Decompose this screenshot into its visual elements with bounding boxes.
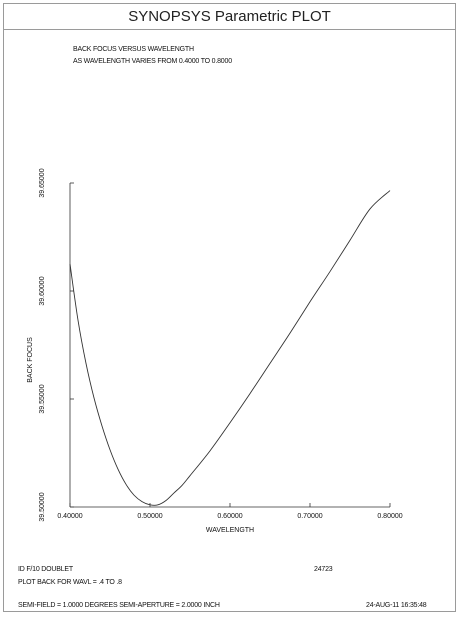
x-tick-label: 0.60000 [217,513,242,520]
semi-field-aperture-text: SEMI-FIELD = 1.0000 DEGREES SEMI-APERTUR… [18,602,220,609]
plot-description-text: PLOT BACK FOR WAVL = .4 TO .8 [18,579,122,586]
y-tick-label: 39.65000 [39,168,46,197]
plot-header-line1: BACK FOCUS VERSUS WAVELENGTH [73,46,194,53]
x-tick-label: 0.70000 [297,513,322,520]
x-tick-label: 0.80000 [377,513,402,520]
x-axis-label: WAVELENGTH [206,527,254,534]
plot-window: SYNOPSYS Parametric PLOT BACK FOCUS VERS… [3,3,456,612]
y-axis-label: BACK FOCUS [27,337,34,383]
x-tick-label: 0.50000 [137,513,162,520]
back-focus-curve [69,190,391,506]
x-tick-label: 0.40000 [57,513,82,520]
y-tick-label: 39.55000 [39,384,46,413]
window-title: SYNOPSYS Parametric PLOT [4,4,455,30]
lens-id-text: ID F/10 DOUBLET [18,566,73,573]
timestamp-text: 24-AUG-11 16:35:48 [366,602,427,609]
y-tick-label: 39.50000 [39,492,46,521]
run-id-text: 24723 [314,566,333,573]
line-chart: 0.40000 0.50000 0.60000 0.70000 0.80000 39.50… [27,168,403,534]
y-tick-label: 39.60000 [39,276,46,305]
plot-header-line2: AS WAVELENGTH VARIES FROM 0.4000 TO 0.80… [73,58,232,65]
